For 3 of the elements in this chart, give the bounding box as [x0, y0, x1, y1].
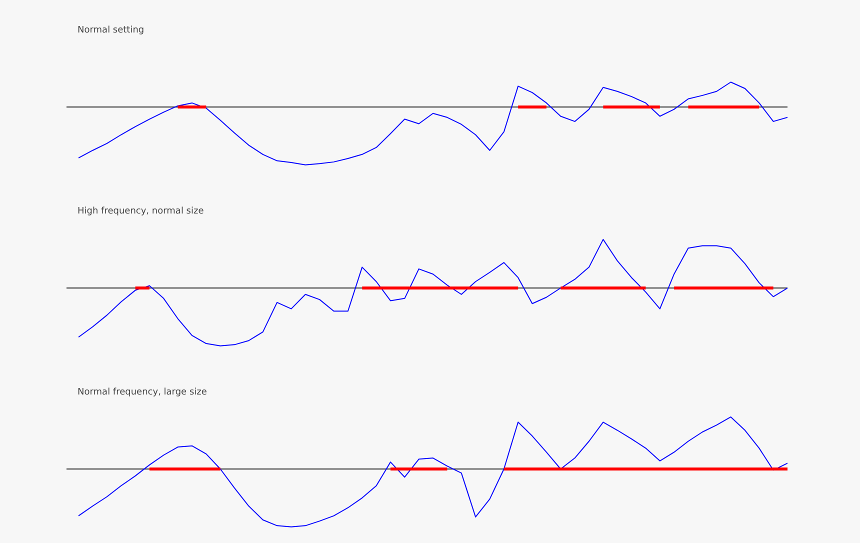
chart-title: Normal frequency, large size [78, 388, 208, 398]
chart-title: High frequency, normal size [78, 206, 204, 216]
chart-title: Normal setting [78, 26, 144, 36]
